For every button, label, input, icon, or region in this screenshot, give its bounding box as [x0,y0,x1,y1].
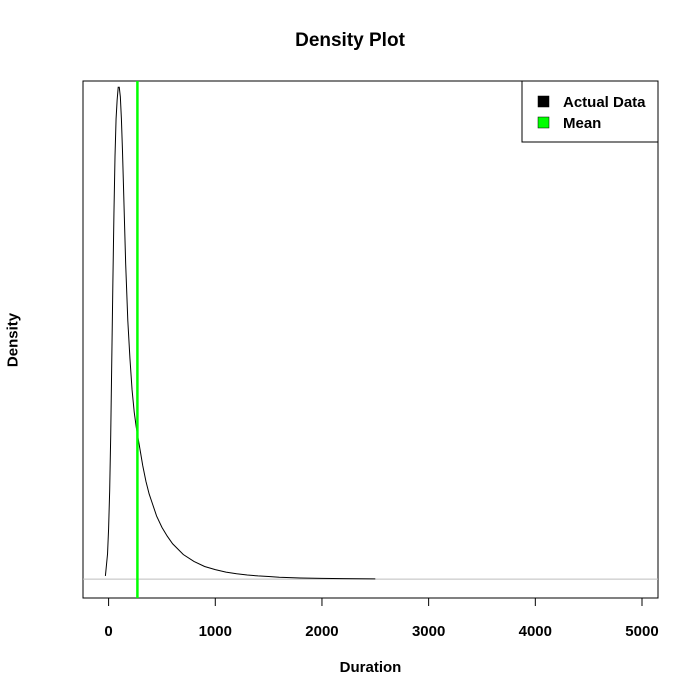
legend-label-mean: Mean [563,115,601,132]
x-axis-label: Duration [339,659,402,676]
density-line-actual-data [104,86,376,580]
x-tick-label: 5000 [625,623,658,640]
x-tick-label: 0 [104,623,112,640]
plot-frame [82,80,659,599]
legend-swatch-mean [537,116,550,129]
x-tick-label: 3000 [412,623,445,640]
x-tick-label: 2000 [305,623,338,640]
legend-label-actual-data: Actual Data [563,94,646,111]
x-axis: 0 1000 2000 3000 4000 5000 [104,597,659,640]
x-tick-label: 1000 [199,623,232,640]
x-tick-label: 4000 [519,623,552,640]
legend-box [521,80,659,143]
legend: Actual Data Mean [521,80,659,143]
chart-title: Density Plot [295,30,405,51]
legend-swatch-actual-data [537,95,550,108]
